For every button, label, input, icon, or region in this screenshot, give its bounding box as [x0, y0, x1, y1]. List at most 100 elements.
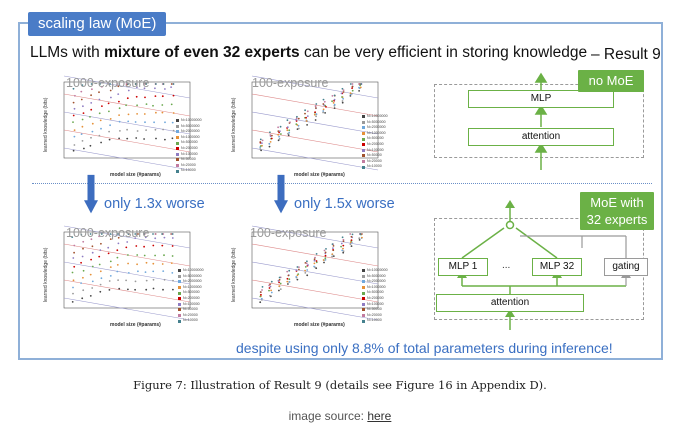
legend-entry: N=200000 — [362, 296, 388, 302]
data-point — [278, 135, 280, 138]
data-point — [286, 129, 289, 132]
data-point — [358, 237, 361, 240]
data-point — [349, 83, 352, 85]
reference-line — [251, 297, 379, 321]
data-point — [322, 108, 325, 111]
data-point — [322, 110, 325, 112]
data-point — [91, 88, 93, 91]
legend-swatch — [176, 124, 179, 128]
legend-entry: N=20000 — [176, 163, 202, 169]
data-point — [90, 238, 93, 241]
data-point — [80, 261, 82, 264]
data-point — [332, 249, 334, 251]
data-point — [313, 262, 316, 265]
data-point — [145, 279, 148, 282]
data-point — [342, 251, 345, 254]
legend-label: N=100000 — [367, 301, 384, 306]
data-point — [342, 91, 345, 93]
data-point — [259, 301, 262, 304]
data-point — [295, 123, 298, 125]
reference-line — [63, 75, 191, 99]
data-point — [351, 89, 354, 92]
data-point — [89, 116, 91, 118]
arch-no-moe-frame — [434, 84, 644, 158]
plot-bottom-right-legend: N=10000000 N=5000000 N=2000000 N=1000000 N=5… — [362, 268, 388, 324]
data-point — [306, 124, 308, 126]
plot-top-right-graph — [251, 75, 379, 171]
data-point — [331, 253, 334, 255]
data-point — [277, 126, 279, 129]
data-point — [342, 240, 345, 243]
legend-label: N=1000000 — [181, 134, 200, 139]
data-point — [73, 129, 76, 131]
legend-swatch — [178, 308, 181, 312]
legend-swatch — [176, 158, 179, 162]
data-point — [351, 85, 354, 88]
legend-swatch — [178, 274, 181, 278]
legend-label: N=20000 — [367, 158, 382, 163]
data-point — [333, 103, 336, 106]
plot-bottom-left-title: 1000-exposure — [66, 226, 150, 240]
data-point — [90, 258, 92, 261]
image-source-link[interactable]: here — [367, 409, 392, 423]
data-point — [71, 271, 74, 274]
legend-swatch — [176, 136, 179, 140]
data-point — [314, 256, 316, 259]
legend-label: N=5000000 — [181, 123, 200, 128]
data-point — [269, 285, 272, 288]
data-point — [305, 262, 308, 265]
data-point — [118, 120, 121, 123]
data-point — [279, 282, 282, 285]
data-point — [145, 129, 147, 131]
data-point — [358, 90, 360, 92]
data-point — [145, 261, 148, 264]
data-point — [80, 233, 83, 236]
legend-label: N=5000000 — [367, 273, 386, 278]
headline-pre: LLMs with — [30, 44, 105, 61]
legend-swatch — [362, 126, 365, 130]
data-point — [261, 286, 264, 288]
data-point — [81, 125, 84, 128]
data-point — [278, 285, 281, 287]
legend-label: N=500000 — [181, 140, 198, 145]
down-arrow-icon — [274, 174, 288, 214]
legend-swatch — [178, 319, 181, 323]
data-point — [298, 127, 300, 130]
legend-entry: N=100000 — [178, 302, 204, 308]
legend-swatch — [362, 302, 365, 306]
data-point — [297, 117, 300, 120]
data-point — [117, 236, 120, 239]
legend-entry: N=1000000 — [176, 135, 202, 141]
legend-swatch — [362, 115, 365, 119]
data-point — [144, 96, 146, 99]
data-point — [260, 149, 262, 152]
data-point — [117, 93, 120, 95]
data-point — [90, 136, 92, 139]
data-point — [289, 121, 291, 124]
data-point — [315, 107, 317, 109]
data-point — [145, 288, 148, 291]
data-point — [73, 135, 76, 138]
legend-swatch — [176, 119, 179, 123]
data-point — [164, 138, 166, 141]
data-point — [100, 233, 103, 235]
data-point — [134, 83, 137, 85]
data-point — [341, 100, 344, 102]
reference-line — [251, 147, 379, 171]
data-point — [134, 280, 137, 283]
legend-swatch — [362, 137, 365, 141]
headline-bold: mixture of even 32 experts — [104, 44, 300, 61]
legend-swatch — [362, 308, 365, 312]
data-point — [270, 289, 272, 292]
data-point — [127, 113, 130, 116]
data-point — [268, 143, 271, 145]
data-point — [341, 96, 343, 98]
reference-line — [63, 93, 191, 117]
legend-swatch — [362, 280, 365, 284]
legend-label: N=10000000 — [183, 268, 204, 272]
data-point — [297, 273, 300, 275]
data-point — [304, 269, 306, 272]
legend-label: N=100000 — [367, 147, 384, 152]
data-point — [296, 274, 299, 277]
data-point — [127, 272, 130, 274]
